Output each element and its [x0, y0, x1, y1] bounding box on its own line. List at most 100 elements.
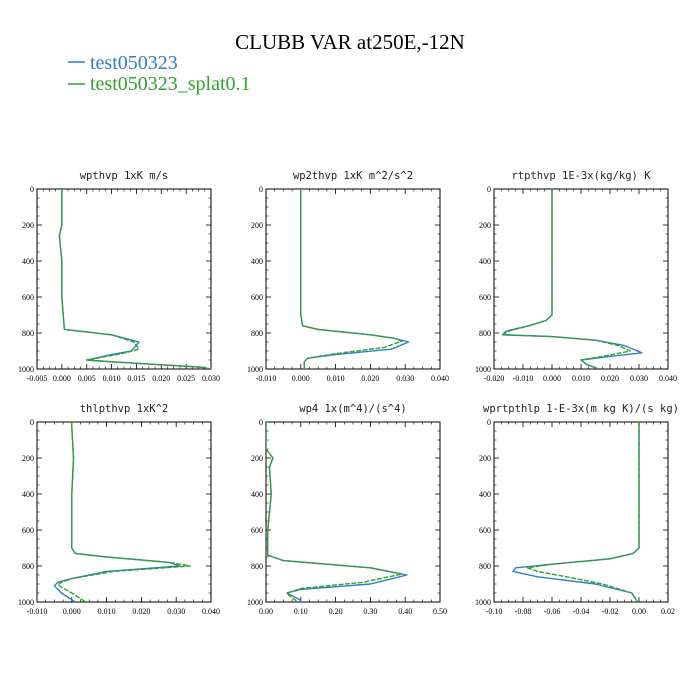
y-tick-label: 600 — [251, 293, 263, 302]
panel-title: rtpthvp 1E-3x(kg/kg) K — [511, 170, 651, 182]
panel-grid: wpthvp 1xK m/s-0.005 0.000 0.005 0.010 0.015… — [18, 170, 679, 616]
x-tick-label: 0.000 — [543, 374, 561, 383]
y-tick-label: 600 — [251, 526, 263, 535]
x-tick-label: 0.020 — [152, 374, 170, 383]
series-line-2 — [58, 189, 211, 369]
figure-legend: test050323 test050323_splat0.1 — [68, 52, 251, 95]
y-tick-label: 200 — [479, 221, 491, 230]
x-tick-label: -0.04 — [573, 607, 590, 616]
panel-title: thlpthvp 1xK^2 — [80, 403, 169, 415]
panel-title: wp4 1x(m^4)/(s^4) — [299, 403, 406, 415]
x-tick-label: 0.020 — [361, 374, 379, 383]
y-tick-label: 600 — [479, 293, 491, 302]
x-tick-label: 0.030 — [630, 374, 648, 383]
x-tick-label: -0.005 — [27, 374, 48, 383]
panel-title: wprtpthlp 1-E-3x(m kg K)/(s kg) — [483, 403, 679, 415]
y-tick-label: 0 — [487, 185, 491, 194]
x-tick-label: 0.005 — [78, 374, 96, 383]
y-tick-label: 400 — [22, 490, 34, 499]
y-tick-label: 1000 — [18, 598, 34, 607]
y-tick-label: 800 — [251, 562, 263, 571]
chart-panel-4: thlpthvp 1xK^2 -0.010 0.000 0.010 0.020 0.030… — [18, 403, 220, 616]
x-tick-label: -0.020 — [484, 374, 505, 383]
chart-panel-3: rtpthvp 1E-3x(kg/kg) K -0.020 -0.010 0.000 0… — [475, 170, 677, 383]
x-tick-label: 0.010 — [103, 374, 121, 383]
panel-title: wpthvp 1xK m/s — [80, 170, 169, 182]
y-tick-label: 600 — [22, 293, 34, 302]
y-tick-label: 1000 — [247, 598, 263, 607]
figure-title: CLUBB VAR at250E,-12N — [235, 30, 465, 54]
y-tick-label: 0 — [487, 418, 491, 427]
y-tick-label: 200 — [251, 221, 263, 230]
series-line-2 — [526, 422, 640, 602]
y-tick-label: 800 — [251, 329, 263, 338]
series-line-2 — [57, 422, 191, 602]
series-line-2 — [266, 422, 403, 602]
x-tick-label: 0.020 — [601, 374, 619, 383]
x-tick-label: 0.40 — [398, 607, 412, 616]
x-tick-label: 0.015 — [127, 374, 145, 383]
y-tick-label: 800 — [22, 562, 34, 571]
legend-label-series-1: test050323 — [90, 52, 178, 74]
x-tick-label: 0.000 — [63, 607, 81, 616]
y-tick-label: 400 — [251, 257, 263, 266]
y-tick-label: 800 — [479, 562, 491, 571]
x-tick-label: 0.025 — [177, 374, 195, 383]
panel-title: wp2thvp 1xK m^2/s^2 — [293, 170, 413, 182]
x-tick-label: 0.020 — [132, 607, 150, 616]
x-tick-label: -0.010 — [27, 607, 48, 616]
y-tick-label: 0 — [30, 418, 34, 427]
chart-panel-6: wprtpthlp 1-E-3x(m kg K)/(s kg) -0.10 -0.0… — [475, 403, 679, 616]
x-tick-label: 0.010 — [327, 374, 345, 383]
x-tick-label: 0.10 — [294, 607, 308, 616]
y-tick-label: 0 — [30, 185, 34, 194]
x-tick-label: -0.010 — [256, 374, 277, 383]
legend-label-series-2: test050323_splat0.1 — [90, 73, 251, 95]
x-tick-label: 0.00 — [259, 607, 273, 616]
x-tick-label: 0.50 — [433, 607, 447, 616]
x-tick-label: 0.040 — [659, 374, 677, 383]
y-tick-label: 800 — [479, 329, 491, 338]
y-tick-label: 200 — [22, 454, 34, 463]
x-tick-label: -0.02 — [602, 607, 619, 616]
y-tick-label: 600 — [22, 526, 34, 535]
y-tick-label: 1000 — [475, 365, 491, 374]
x-tick-label: 0.000 — [53, 374, 71, 383]
y-tick-label: 200 — [251, 454, 263, 463]
x-tick-label: 0.00 — [632, 607, 646, 616]
x-tick-label: -0.10 — [486, 607, 503, 616]
x-tick-label: 0.040 — [202, 607, 220, 616]
x-tick-label: 0.030 — [202, 374, 220, 383]
x-tick-label: 0.20 — [329, 607, 343, 616]
chart-panel-1: wpthvp 1xK m/s -0.005 0.000 0.005 0.010 0.015… — [18, 170, 220, 383]
x-tick-label: 0.030 — [167, 607, 185, 616]
x-tick-label: 0.010 — [572, 374, 590, 383]
x-tick-label: 0.30 — [363, 607, 377, 616]
x-tick-label: -0.010 — [513, 374, 534, 383]
y-tick-label: 400 — [479, 490, 491, 499]
x-tick-label: 0.02 — [661, 607, 675, 616]
x-tick-label: 0.000 — [292, 374, 310, 383]
y-tick-label: 800 — [22, 329, 34, 338]
series-line-2 — [502, 189, 631, 369]
x-tick-label: 0.030 — [396, 374, 414, 383]
y-tick-label: 200 — [22, 221, 34, 230]
y-tick-label: 1000 — [475, 598, 491, 607]
x-tick-label: 0.010 — [98, 607, 116, 616]
chart-panel-5: wp4 1x(m^4)/(s^4) 0.00 0.10 0.20 0.30 0.40 0.5… — [247, 403, 447, 616]
y-tick-label: 600 — [479, 526, 491, 535]
x-tick-label: -0.08 — [515, 607, 532, 616]
y-tick-label: 400 — [22, 257, 34, 266]
y-tick-label: 1000 — [247, 365, 263, 374]
series-line-2 — [300, 189, 403, 369]
y-tick-label: 1000 — [18, 365, 34, 374]
y-tick-label: 0 — [259, 418, 263, 427]
chart-panel-2: wp2thvp 1xK m^2/s^2 -0.010 0.000 0.010 0.020… — [247, 170, 449, 383]
y-tick-label: 0 — [259, 185, 263, 194]
y-tick-label: 400 — [479, 257, 491, 266]
y-tick-label: 200 — [479, 454, 491, 463]
y-tick-label: 400 — [251, 490, 263, 499]
x-tick-label: -0.06 — [544, 607, 561, 616]
x-tick-label: 0.040 — [431, 374, 449, 383]
